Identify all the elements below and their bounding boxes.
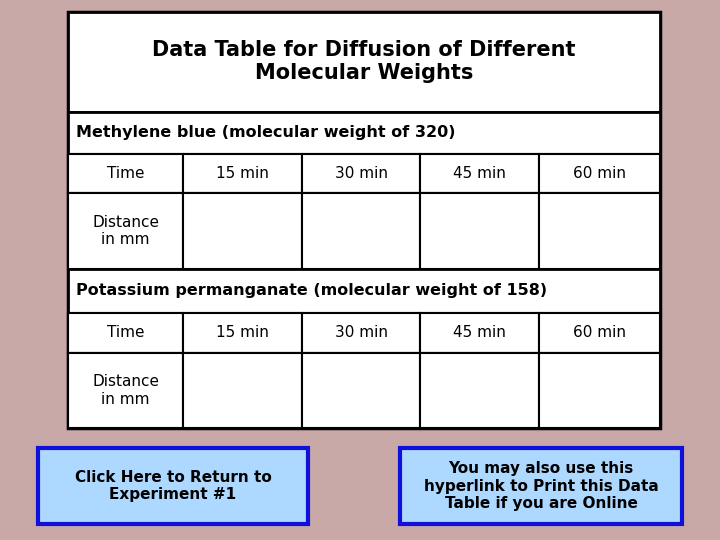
Text: Click Here to Return to
Experiment #1: Click Here to Return to Experiment #1 xyxy=(75,470,271,502)
Text: Time: Time xyxy=(107,326,145,340)
Text: Methylene blue (molecular weight of 320): Methylene blue (molecular weight of 320) xyxy=(76,125,456,140)
Text: 30 min: 30 min xyxy=(335,326,387,340)
Bar xyxy=(68,153,660,193)
Bar xyxy=(184,353,302,428)
Bar xyxy=(68,193,660,269)
Bar xyxy=(539,313,660,353)
Text: 15 min: 15 min xyxy=(216,166,269,181)
Text: 45 min: 45 min xyxy=(453,326,506,340)
Text: Time: Time xyxy=(107,166,145,181)
Bar xyxy=(68,193,184,269)
Bar xyxy=(420,313,539,353)
Bar xyxy=(68,313,660,353)
Bar xyxy=(68,12,660,112)
Bar xyxy=(420,193,539,269)
Text: Distance
in mm: Distance in mm xyxy=(92,215,159,247)
Bar xyxy=(68,353,660,428)
Bar xyxy=(184,153,302,193)
Bar xyxy=(38,448,308,524)
Bar xyxy=(302,193,420,269)
Text: 45 min: 45 min xyxy=(453,166,506,181)
Bar xyxy=(68,269,660,313)
Bar xyxy=(420,353,539,428)
Bar xyxy=(68,12,660,428)
Text: 60 min: 60 min xyxy=(573,326,626,340)
Text: Data Table for Diffusion of Different
Molecular Weights: Data Table for Diffusion of Different Mo… xyxy=(152,40,576,83)
Text: 60 min: 60 min xyxy=(573,166,626,181)
Bar xyxy=(302,153,420,193)
Bar xyxy=(539,153,660,193)
Text: Potassium permanganate (molecular weight of 158): Potassium permanganate (molecular weight… xyxy=(76,284,547,298)
Bar xyxy=(302,353,420,428)
Bar xyxy=(68,313,184,353)
Bar xyxy=(400,448,682,524)
Text: Distance
in mm: Distance in mm xyxy=(92,374,159,407)
Bar xyxy=(539,193,660,269)
Bar xyxy=(184,313,302,353)
Bar xyxy=(539,353,660,428)
Text: 15 min: 15 min xyxy=(216,326,269,340)
Bar xyxy=(68,112,660,153)
Bar xyxy=(420,153,539,193)
Bar xyxy=(302,313,420,353)
Bar xyxy=(68,153,184,193)
Bar xyxy=(184,193,302,269)
Text: You may also use this
hyperlink to Print this Data
Table if you are Online: You may also use this hyperlink to Print… xyxy=(423,461,658,511)
Bar xyxy=(68,353,184,428)
Text: 30 min: 30 min xyxy=(335,166,387,181)
